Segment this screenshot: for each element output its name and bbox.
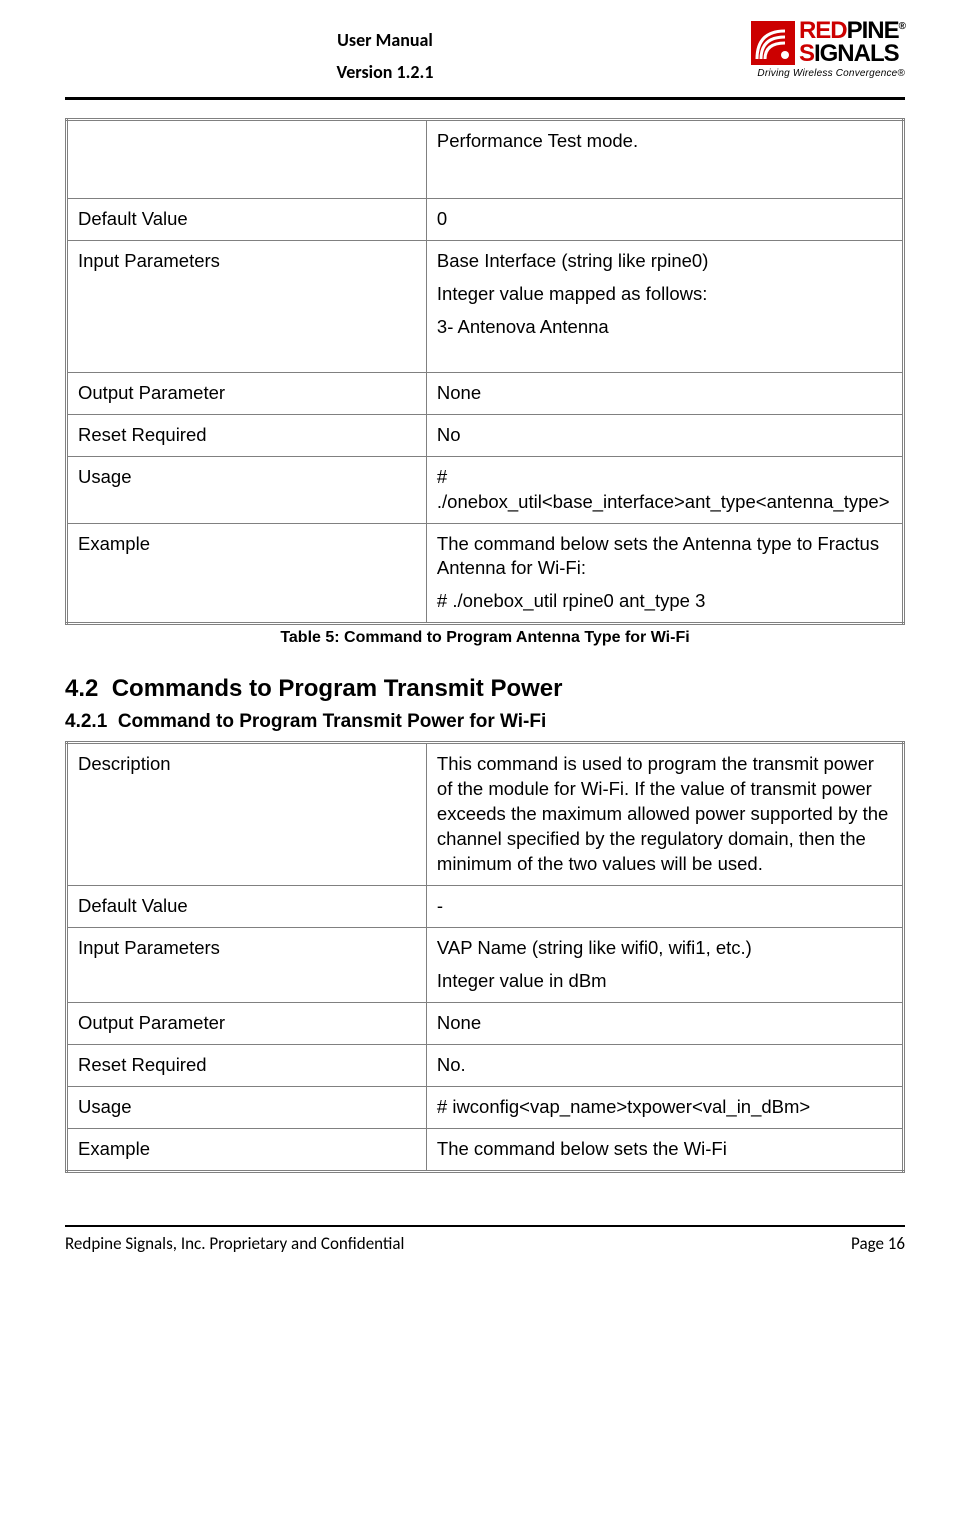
doc-title: User Manual <box>65 24 705 56</box>
table-row: Usage # ./onebox_util<base_interface>ant… <box>67 456 904 523</box>
footer-left: Redpine Signals, Inc. Proprietary and Co… <box>65 1233 404 1254</box>
cell-value: No <box>426 414 903 456</box>
cell-label: Reset Required <box>67 414 427 456</box>
cell-label: Output Parameter <box>67 372 427 414</box>
table-row: Performance Test mode. <box>67 119 904 198</box>
table-row: Default Value 0 <box>67 198 904 240</box>
logo-text: REDPINE® SIGNALS <box>799 20 905 66</box>
footer-right: Page 16 <box>851 1233 905 1254</box>
table-row: Example The command below sets the Anten… <box>67 523 904 624</box>
header-title-block: User Manual Version 1.2.1 <box>65 20 705 89</box>
table-row: Default Value - <box>67 886 904 928</box>
cell-label: Input Parameters <box>67 928 427 1003</box>
cell-value: None <box>426 1003 903 1045</box>
table-row: Input Parameters Base Interface (string … <box>67 240 904 372</box>
cell-label: Default Value <box>67 198 427 240</box>
cell-value: VAP Name (string like wifi0, wifi1, etc.… <box>426 928 903 1003</box>
cell-label: Description <box>67 743 427 886</box>
cell-value: This command is used to program the tran… <box>426 743 903 886</box>
cell-value: Base Interface (string like rpine0) Inte… <box>426 240 903 372</box>
header-divider <box>65 97 905 100</box>
cell-value: # iwconfig<vap_name>txpower<val_in_dBm> <box>426 1087 903 1129</box>
cell-value: None <box>426 372 903 414</box>
table-row: Description This command is used to prog… <box>67 743 904 886</box>
cell-label: Example <box>67 523 427 624</box>
cell-label: Usage <box>67 456 427 523</box>
cell-label: Default Value <box>67 886 427 928</box>
table-row: Output Parameter None <box>67 1003 904 1045</box>
page-footer: Redpine Signals, Inc. Proprietary and Co… <box>65 1233 905 1254</box>
table-antenna-type: Performance Test mode. Default Value 0 I… <box>65 118 905 626</box>
cell-value: The command below sets the Wi-Fi <box>426 1129 903 1172</box>
table-row: Reset Required No. <box>67 1045 904 1087</box>
cell-value: Performance Test mode. <box>426 119 903 198</box>
cell-value: No. <box>426 1045 903 1087</box>
table-transmit-power: Description This command is used to prog… <box>65 741 905 1173</box>
cell-value: - <box>426 886 903 928</box>
subsection-heading: 4.2.1 Command to Program Transmit Power … <box>65 711 905 733</box>
cell-label: Output Parameter <box>67 1003 427 1045</box>
cell-label: Reset Required <box>67 1045 427 1087</box>
logo-tagline: Driving Wireless Convergence® <box>751 68 905 79</box>
table-row: Usage # iwconfig<vap_name>txpower<val_in… <box>67 1087 904 1129</box>
table-row: Reset Required No <box>67 414 904 456</box>
cell-label <box>67 119 427 198</box>
cell-value: # ./onebox_util<base_interface>ant_type<… <box>426 456 903 523</box>
cell-value: The command below sets the Antenna type … <box>426 523 903 624</box>
table-row: Output Parameter None <box>67 372 904 414</box>
cell-label: Example <box>67 1129 427 1172</box>
cell-value: 0 <box>426 198 903 240</box>
section-heading: 4.2 Commands to Program Transmit Power <box>65 675 905 703</box>
table-row: Example The command below sets the Wi-Fi <box>67 1129 904 1172</box>
page-header: User Manual Version 1.2.1 REDPINE® SIGNA… <box>65 20 905 89</box>
doc-version: Version 1.2.1 <box>65 56 705 88</box>
table-caption: Table 5: Command to Program Antenna Type… <box>65 629 905 647</box>
cell-label: Input Parameters <box>67 240 427 372</box>
cell-label: Usage <box>67 1087 427 1129</box>
redpine-logo-icon <box>751 21 795 65</box>
logo-block: REDPINE® SIGNALS Driving Wireless Conver… <box>705 20 905 81</box>
table-row: Input Parameters VAP Name (string like w… <box>67 928 904 1003</box>
footer-divider <box>65 1225 905 1227</box>
